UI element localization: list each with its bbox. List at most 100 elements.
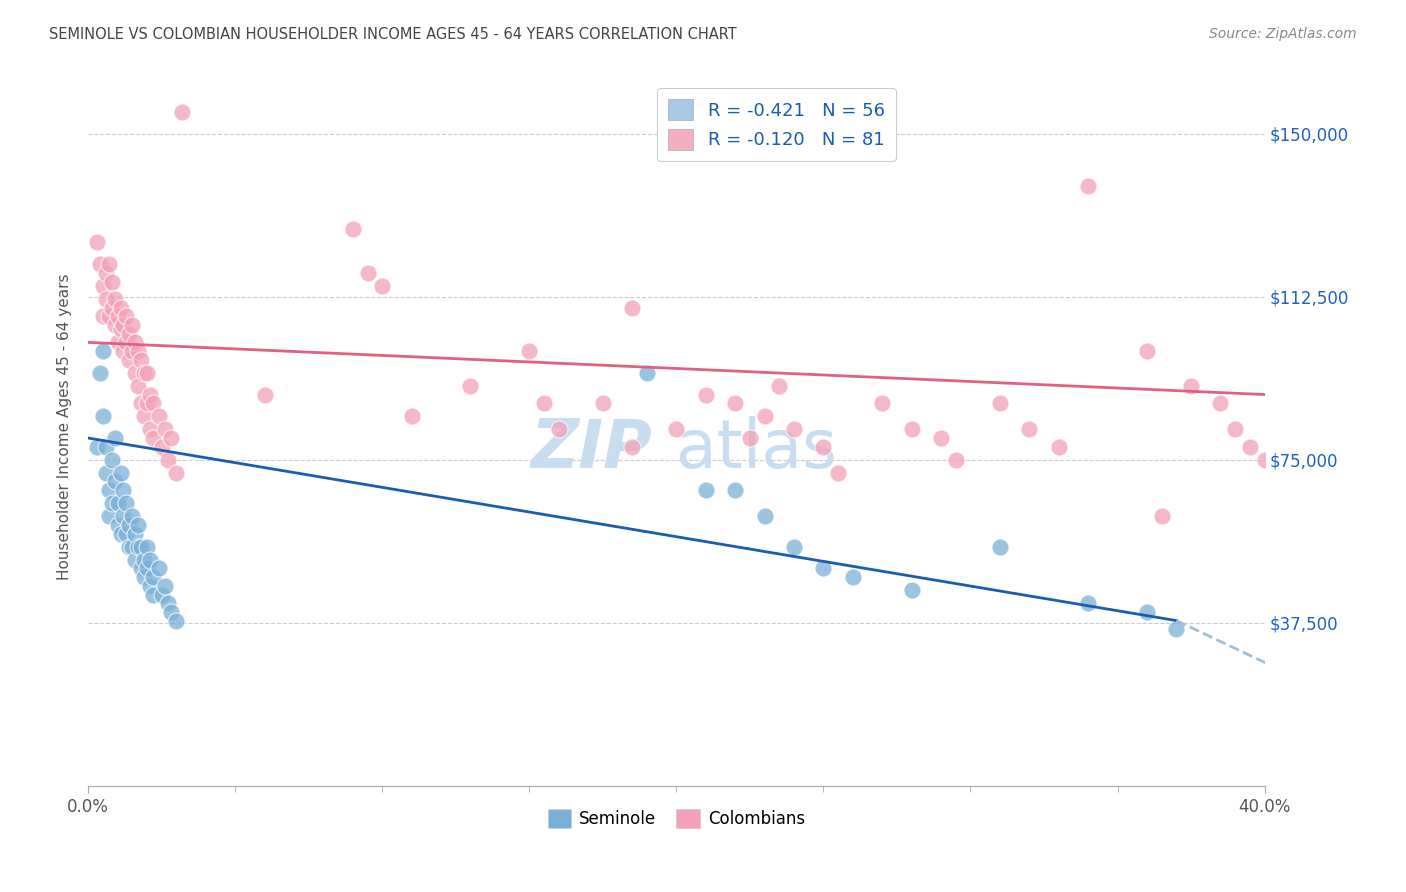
Point bbox=[547, 422, 569, 436]
Point bbox=[813, 561, 835, 575]
Point bbox=[754, 509, 776, 524]
Point bbox=[107, 518, 129, 533]
Point bbox=[124, 335, 146, 350]
Point bbox=[253, 387, 276, 401]
Point bbox=[110, 322, 132, 336]
Point bbox=[724, 396, 747, 410]
Point bbox=[132, 570, 155, 584]
Point bbox=[988, 396, 1011, 410]
Point bbox=[112, 318, 135, 332]
Point bbox=[988, 540, 1011, 554]
Point bbox=[165, 614, 187, 628]
Point bbox=[139, 579, 162, 593]
Point bbox=[142, 570, 165, 584]
Point bbox=[636, 366, 658, 380]
Point bbox=[129, 540, 152, 554]
Point bbox=[783, 540, 806, 554]
Point bbox=[91, 278, 114, 293]
Point bbox=[121, 540, 143, 554]
Point bbox=[115, 335, 138, 350]
Point bbox=[100, 452, 122, 467]
Point bbox=[100, 496, 122, 510]
Point bbox=[118, 540, 141, 554]
Point bbox=[153, 579, 176, 593]
Point bbox=[1239, 440, 1261, 454]
Point bbox=[94, 440, 117, 454]
Point bbox=[738, 431, 761, 445]
Point bbox=[460, 379, 482, 393]
Point bbox=[129, 396, 152, 410]
Point bbox=[153, 422, 176, 436]
Point bbox=[86, 235, 108, 250]
Point bbox=[97, 257, 120, 271]
Point bbox=[1077, 596, 1099, 610]
Point bbox=[1150, 509, 1173, 524]
Point bbox=[945, 452, 967, 467]
Y-axis label: Householder Income Ages 45 - 64 years: Householder Income Ages 45 - 64 years bbox=[58, 274, 72, 581]
Point bbox=[136, 366, 159, 380]
Point bbox=[156, 452, 179, 467]
Point bbox=[695, 387, 717, 401]
Point bbox=[900, 422, 922, 436]
Point bbox=[1136, 344, 1159, 359]
Point bbox=[94, 466, 117, 480]
Point bbox=[100, 275, 122, 289]
Point bbox=[1209, 396, 1232, 410]
Point bbox=[1077, 178, 1099, 193]
Point bbox=[136, 540, 159, 554]
Point bbox=[870, 396, 893, 410]
Point bbox=[827, 466, 849, 480]
Point bbox=[1136, 605, 1159, 619]
Point bbox=[107, 335, 129, 350]
Text: Source: ZipAtlas.com: Source: ZipAtlas.com bbox=[1209, 27, 1357, 41]
Point bbox=[356, 266, 378, 280]
Point bbox=[107, 310, 129, 324]
Point bbox=[139, 553, 162, 567]
Point bbox=[132, 553, 155, 567]
Point bbox=[1225, 422, 1247, 436]
Point bbox=[142, 431, 165, 445]
Point bbox=[124, 553, 146, 567]
Point bbox=[89, 257, 111, 271]
Point bbox=[121, 344, 143, 359]
Point bbox=[139, 387, 162, 401]
Point bbox=[86, 440, 108, 454]
Point bbox=[118, 518, 141, 533]
Point bbox=[127, 518, 149, 533]
Point bbox=[156, 596, 179, 610]
Point bbox=[517, 344, 540, 359]
Text: ZIP: ZIP bbox=[531, 416, 652, 482]
Point bbox=[165, 466, 187, 480]
Point bbox=[124, 366, 146, 380]
Point bbox=[842, 570, 865, 584]
Point bbox=[129, 561, 152, 575]
Point bbox=[91, 310, 114, 324]
Point bbox=[104, 475, 127, 489]
Text: SEMINOLE VS COLOMBIAN HOUSEHOLDER INCOME AGES 45 - 64 YEARS CORRELATION CHART: SEMINOLE VS COLOMBIAN HOUSEHOLDER INCOME… bbox=[49, 27, 737, 42]
Point bbox=[104, 292, 127, 306]
Text: atlas: atlas bbox=[676, 416, 837, 482]
Point bbox=[342, 222, 364, 236]
Point bbox=[533, 396, 555, 410]
Point bbox=[129, 352, 152, 367]
Point bbox=[142, 587, 165, 601]
Point bbox=[97, 483, 120, 498]
Point bbox=[172, 105, 194, 120]
Point bbox=[127, 379, 149, 393]
Point bbox=[121, 509, 143, 524]
Point bbox=[665, 422, 688, 436]
Point bbox=[91, 344, 114, 359]
Point bbox=[97, 509, 120, 524]
Point bbox=[695, 483, 717, 498]
Point bbox=[132, 409, 155, 424]
Point bbox=[115, 526, 138, 541]
Point bbox=[592, 396, 614, 410]
Legend: Seminole, Colombians: Seminole, Colombians bbox=[541, 802, 811, 835]
Point bbox=[97, 310, 120, 324]
Point bbox=[118, 326, 141, 341]
Point bbox=[621, 301, 644, 315]
Point bbox=[94, 292, 117, 306]
Point bbox=[148, 561, 170, 575]
Point bbox=[754, 409, 776, 424]
Point bbox=[783, 422, 806, 436]
